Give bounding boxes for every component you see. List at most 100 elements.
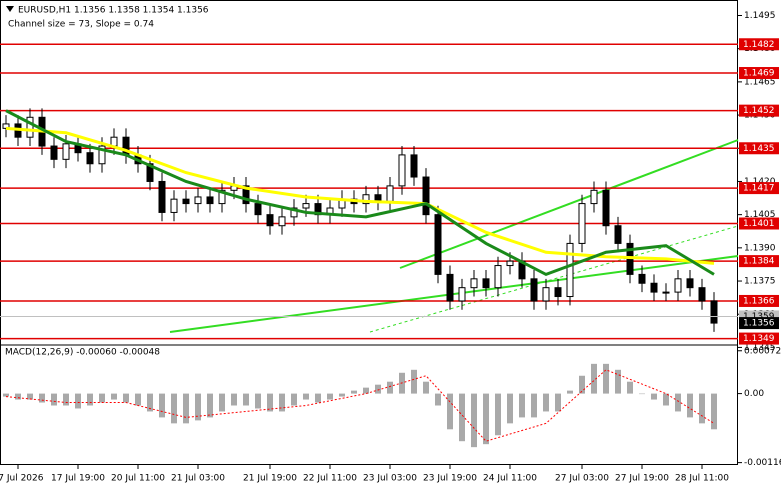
- candle-body: [194, 196, 202, 205]
- macd-bar: [363, 387, 369, 394]
- macd-title: MACD(12,26,9) -0.00060 -0.00048: [5, 348, 160, 358]
- macd-bar: [435, 393, 441, 406]
- level-label-box: [739, 104, 779, 117]
- candle-body: [662, 291, 670, 294]
- macd-bar: [555, 393, 561, 412]
- moving-average: [5, 126, 715, 265]
- macd-bar: [471, 393, 477, 448]
- channel-lower: [169, 255, 739, 333]
- x-tick-label: 20 Jul 11:00: [111, 474, 165, 484]
- y-tick-label: 1.1420: [744, 177, 776, 187]
- macd-bar: [375, 384, 381, 394]
- macd-bar: [111, 393, 117, 400]
- x-tick-label: 22 Jul 11:00: [303, 474, 357, 484]
- candle-body: [578, 203, 586, 244]
- macd-bar: [123, 393, 129, 403]
- candle-body: [506, 260, 514, 267]
- y-tick-label: 1.1405: [744, 210, 776, 220]
- candle-body: [218, 189, 226, 205]
- macd-bar: [135, 393, 141, 406]
- level-label-box: [739, 332, 779, 345]
- candle-body: [434, 214, 442, 275]
- macd-bar: [39, 393, 45, 403]
- level-label-box: [739, 255, 779, 268]
- y-tick-label: 1.1345: [744, 343, 776, 353]
- symbol-triangle: [6, 6, 14, 12]
- macd-bar: [567, 390, 573, 394]
- macd-bar: [195, 393, 201, 421]
- macd-bar: [699, 393, 705, 424]
- y-tick-label: 1.1495: [744, 11, 776, 21]
- candle-body: [410, 154, 418, 178]
- x-tick-label: 28 Jul 11:00: [675, 474, 729, 484]
- macd-bar: [519, 393, 525, 418]
- candle-body: [542, 287, 550, 302]
- macd-bar: [183, 393, 189, 424]
- macd-bar: [75, 393, 81, 409]
- candle-body: [254, 203, 262, 216]
- chart-title: EURUSD,H1 1.1356 1.1358 1.1354 1.1356: [18, 6, 209, 16]
- candle-body: [302, 203, 310, 209]
- macd-bar: [243, 393, 249, 406]
- candle-body: [674, 278, 682, 293]
- level-label: 1.1349: [743, 334, 775, 344]
- x-tick-label: 27 Jul 03:00: [555, 474, 609, 484]
- candle-body: [182, 198, 190, 205]
- candle-body: [362, 194, 370, 205]
- macd-bar: [303, 393, 309, 400]
- candle-body: [146, 163, 154, 182]
- x-tick-label: 24 Jul 11:00: [483, 474, 537, 484]
- candle-body: [446, 273, 454, 302]
- macd-bar: [591, 363, 597, 394]
- macd-y-tick-label: 0.00072: [744, 346, 781, 356]
- candle-body: [650, 282, 658, 293]
- candle-body: [614, 225, 622, 244]
- candle-body: [458, 287, 466, 302]
- macd-bar: [147, 393, 153, 412]
- macd-bar: [255, 393, 261, 409]
- macd-bar: [507, 393, 513, 424]
- candle-body: [206, 196, 214, 205]
- macd-bar: [219, 393, 225, 412]
- x-tick-label: 17 Jul 2026: [0, 474, 44, 484]
- macd-bar: [711, 393, 717, 430]
- macd-bar: [579, 375, 585, 394]
- macd-bar: [531, 393, 537, 418]
- macd-bar: [207, 393, 213, 418]
- chart-subtitle: Channel size = 73, Slope = 0.74: [8, 20, 154, 30]
- candle-body: [482, 278, 490, 289]
- candle-body: [602, 189, 610, 227]
- macd-bar: [411, 369, 417, 394]
- candle-body: [386, 185, 394, 202]
- candle-body: [494, 265, 502, 289]
- candle-body: [470, 278, 478, 289]
- macd-bar: [639, 393, 645, 395]
- macd-bar: [423, 381, 429, 394]
- level-label: 1.1469: [743, 69, 775, 79]
- macd-bar: [231, 393, 237, 406]
- level-label-box: [739, 67, 779, 80]
- macd-y-tick-label: 0.00: [744, 389, 764, 399]
- macd-bar: [675, 393, 681, 412]
- channel-middle: [369, 225, 739, 333]
- candle-body: [266, 214, 274, 227]
- macd-bar: [63, 393, 69, 406]
- x-tick-label: 21 Jul 03:00: [171, 474, 225, 484]
- macd-bar: [387, 381, 393, 394]
- macd-bar: [663, 393, 669, 406]
- level-label-box: [739, 38, 779, 51]
- plot-layer: 1.14951.14801.14651.14501.14351.14201.14…: [0, 11, 781, 484]
- candle-body: [50, 145, 58, 160]
- y-tick-label: 1.1465: [744, 77, 776, 87]
- candle-body: [242, 185, 250, 205]
- x-tick-label: 23 Jul 19:00: [423, 474, 477, 484]
- channel-upper: [399, 139, 739, 269]
- macd-bar: [687, 393, 693, 418]
- macd-bar: [627, 381, 633, 394]
- candle-body: [686, 278, 694, 289]
- candle-body: [86, 152, 94, 165]
- level-label: 1.1482: [743, 40, 775, 50]
